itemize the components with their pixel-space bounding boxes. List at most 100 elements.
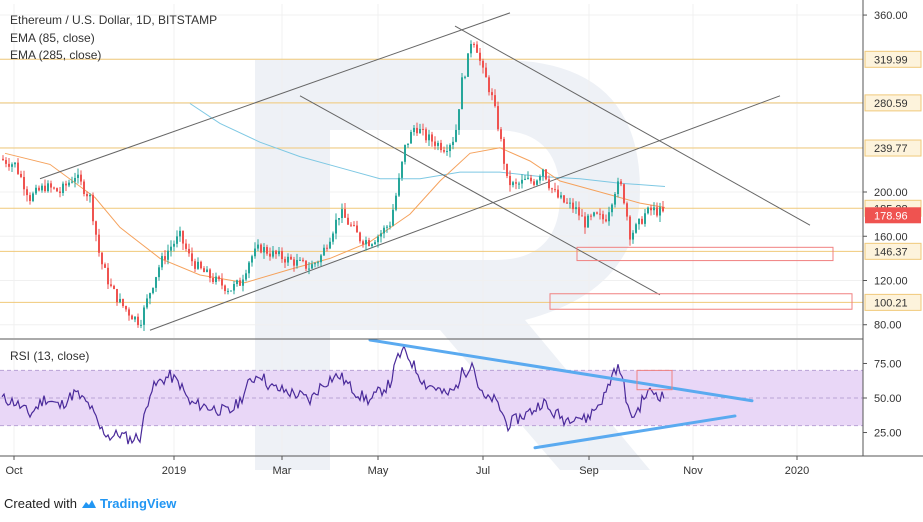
candle-body xyxy=(101,252,103,265)
price-tick-label-7: 80.00 xyxy=(874,320,902,332)
rsi-tick-label-0: 75.00 xyxy=(874,358,902,370)
candle-body xyxy=(455,129,457,142)
candle-body xyxy=(467,53,469,77)
candle-body xyxy=(257,244,259,249)
ema-285-line xyxy=(189,103,666,187)
trend-line-3 xyxy=(454,25,811,226)
candle-body xyxy=(98,234,100,253)
candle-body xyxy=(167,250,169,260)
level-label-4: 146.37 xyxy=(874,246,908,258)
candle-body xyxy=(542,169,544,177)
candle-body xyxy=(164,256,166,260)
candle-body xyxy=(182,230,184,244)
candle-body xyxy=(233,284,235,291)
candle-body xyxy=(200,261,202,269)
candle-body xyxy=(611,204,613,213)
candle-body xyxy=(170,246,172,251)
candle-body xyxy=(662,207,664,212)
candle-body xyxy=(344,209,346,218)
candle-body xyxy=(485,67,487,78)
candle-body xyxy=(440,142,442,151)
candle-body xyxy=(179,230,181,237)
candle-body xyxy=(302,259,304,261)
rsi-line xyxy=(1,344,665,445)
footer-credit[interactable]: Created with TradingView xyxy=(4,496,176,511)
candle-body xyxy=(212,278,214,282)
candle-body xyxy=(443,150,445,152)
ema-285-legend[interactable]: EMA (285, close) xyxy=(10,48,102,62)
candle-body xyxy=(560,195,562,198)
rsi-target-box xyxy=(636,369,673,391)
price-tick-label-6: 120.00 xyxy=(874,275,908,287)
candle-body xyxy=(656,207,658,216)
candle-body xyxy=(545,169,547,180)
candle-body xyxy=(314,263,316,265)
time-axis[interactable]: Oct 2019 Mar May Jul Sep Nov 2020 xyxy=(5,456,809,477)
candle-body xyxy=(38,187,40,191)
candle-body xyxy=(83,181,85,194)
ema-85-legend[interactable]: EMA (85, close) xyxy=(10,31,95,45)
candle-body xyxy=(221,279,223,286)
candle-body xyxy=(269,253,271,257)
price-tick-label-4: 200.00 xyxy=(874,187,908,199)
chart-title: Ethereum / U.S. Dollar, 1D, BITSTAMP xyxy=(10,13,218,27)
candle-body xyxy=(215,276,217,282)
tradingview-cloud-icon xyxy=(81,499,96,508)
candle-body xyxy=(197,261,199,269)
candle-body xyxy=(506,163,508,176)
candle-body xyxy=(482,60,484,68)
candle-body xyxy=(311,264,313,269)
candle-body xyxy=(650,207,652,211)
candle-body xyxy=(290,256,292,260)
candle-body xyxy=(323,247,325,256)
candle-body xyxy=(641,218,643,224)
candle-body xyxy=(458,109,460,130)
candle-body xyxy=(119,298,121,303)
candle-body xyxy=(17,162,19,174)
candle-body xyxy=(617,181,619,195)
candle-body xyxy=(416,127,418,134)
candle-body xyxy=(263,247,265,253)
horizontal-levels xyxy=(0,58,863,303)
candle-body xyxy=(569,202,571,204)
candle-body xyxy=(326,247,328,249)
tradingview-logo[interactable]: TradingView xyxy=(81,496,176,511)
candle-body xyxy=(5,160,7,164)
candle-body xyxy=(596,212,598,214)
candle-body xyxy=(35,187,37,194)
candle-body xyxy=(293,259,295,266)
candle-body xyxy=(566,202,568,204)
candle-body xyxy=(44,185,46,192)
candle-body xyxy=(434,141,436,146)
candle-body xyxy=(497,106,499,130)
candle-body xyxy=(536,180,538,185)
candle-body xyxy=(191,253,193,262)
candle-body xyxy=(89,194,91,197)
rsi-legend[interactable]: RSI (13, close) xyxy=(10,349,90,363)
candle-body xyxy=(368,240,370,246)
candle-body xyxy=(236,280,238,285)
candle-body xyxy=(143,307,145,325)
price-axis[interactable]: 360.00 200.00 160.00 120.00 80.00 319.99 280.5… xyxy=(863,10,922,440)
candle-body xyxy=(14,162,16,165)
candle-body xyxy=(194,261,196,269)
candle-body xyxy=(155,277,157,288)
candle-body xyxy=(380,233,382,237)
candle-body xyxy=(275,250,277,255)
trend-line-0 xyxy=(39,12,511,180)
candle-body xyxy=(383,227,385,234)
candle-body xyxy=(437,142,439,146)
candle-body xyxy=(65,183,67,186)
rsi-trend-line-1 xyxy=(533,414,737,450)
candle-body xyxy=(470,43,472,54)
candle-body xyxy=(281,251,283,260)
candle-body xyxy=(626,203,628,217)
candle-body xyxy=(608,212,610,222)
candle-body xyxy=(296,259,298,266)
candle-body xyxy=(554,189,556,191)
candle-body xyxy=(74,177,76,182)
candle-body xyxy=(140,324,142,326)
candle-body xyxy=(26,189,28,196)
candle-body xyxy=(527,177,529,179)
